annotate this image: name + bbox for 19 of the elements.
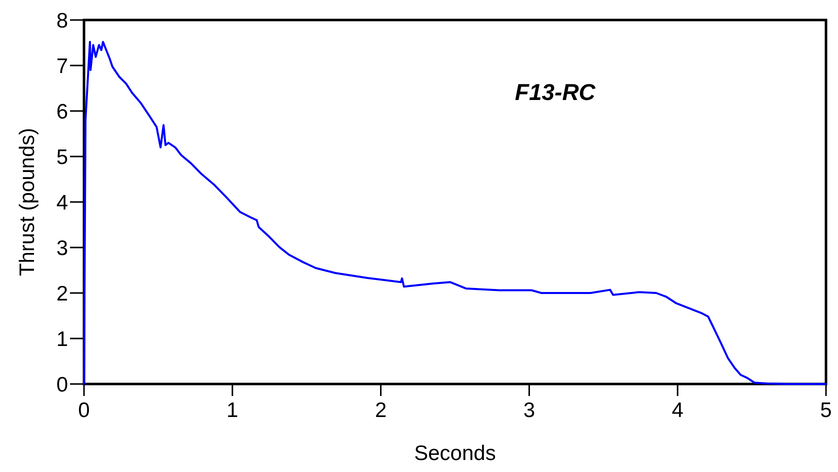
- x-tick-label: 2: [374, 399, 387, 422]
- x-tick-label: 0: [78, 399, 90, 422]
- y-tick-label: 4: [56, 191, 68, 214]
- y-tick-label: 6: [56, 100, 68, 124]
- y-tick-label: 3: [56, 236, 68, 260]
- x-tick-label: 4: [672, 399, 684, 422]
- y-tick-label: 1: [56, 328, 68, 351]
- x-tick-label: 3: [523, 399, 536, 422]
- line-series: [83, 40, 827, 385]
- x-tick-label: 1: [226, 399, 238, 422]
- x-tick-label: 5: [820, 399, 832, 422]
- y-axis-title: Thrust (pounds): [16, 128, 39, 276]
- x-axis-title: Seconds: [414, 442, 496, 465]
- y-tick-label: 5: [56, 146, 68, 169]
- y-tick-label: 0: [56, 373, 68, 396]
- y-tick-label: 8: [56, 9, 68, 32]
- y-tick-label: 7: [56, 54, 68, 78]
- text: F13-RC: [514, 79, 596, 106]
- y-tick-label: 2: [56, 282, 68, 306]
